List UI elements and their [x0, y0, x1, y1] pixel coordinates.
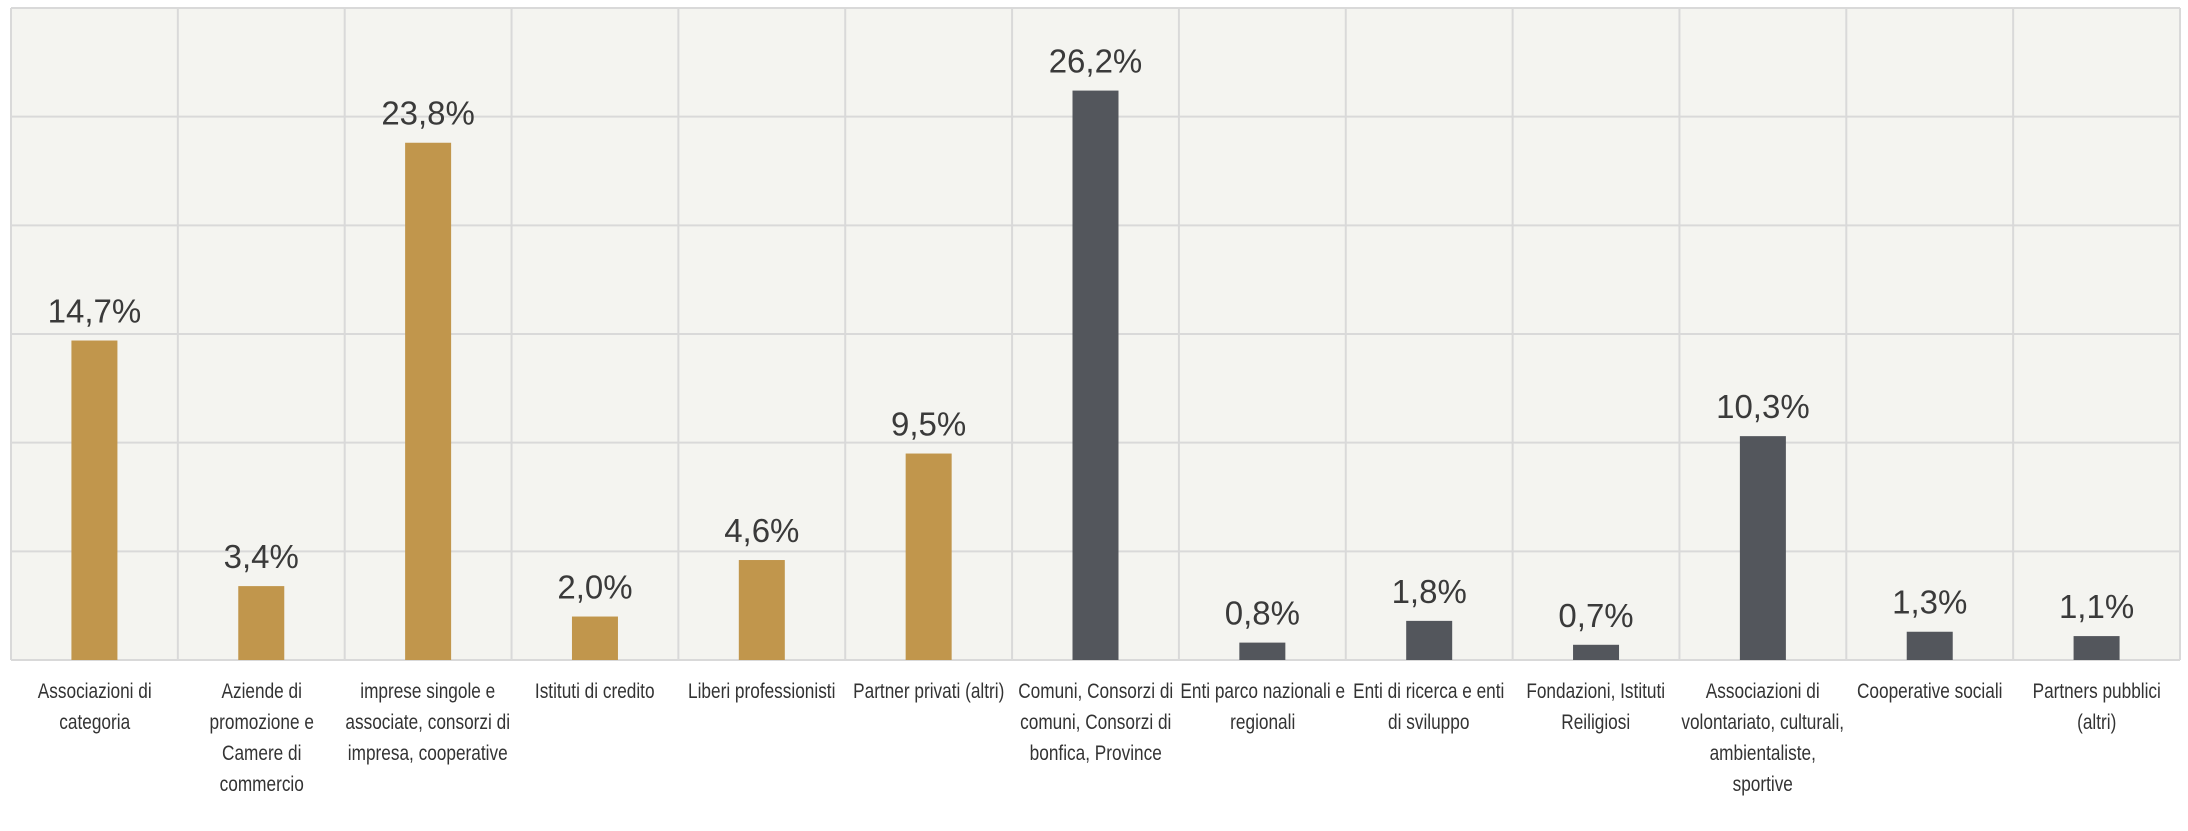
value-label: 2,0% [557, 569, 632, 606]
x-tick-label: Associazioni di categoria [37, 680, 152, 734]
bar [905, 453, 952, 660]
x-tick-label: Associazioni di volontariato, culturali,… [1681, 680, 1845, 796]
value-label: 3,4% [224, 538, 299, 575]
x-tick-label: Comuni, Consorzi di comuni, Consorzi di … [1017, 680, 1173, 765]
value-label: 4,6% [724, 512, 799, 549]
x-tick-label: Istituti di credito [535, 680, 655, 703]
value-label: 14,7% [48, 293, 142, 330]
bar [738, 560, 785, 660]
x-tick-label: Partners pubblici (altri) [2032, 680, 2161, 734]
value-label: 1,1% [2059, 588, 2134, 625]
x-tick-label: Enti di ricerca e enti di sviluppo [1353, 680, 1505, 734]
bar [405, 142, 452, 660]
bar [1573, 644, 1620, 660]
bar [71, 340, 118, 660]
x-tick-label: Enti parco nazionali e regionali [1180, 680, 1345, 734]
value-label: 9,5% [891, 406, 966, 443]
bar [1906, 631, 1953, 660]
x-tick-label: imprese singole e associate, consorzi di… [345, 680, 511, 765]
bar [571, 616, 618, 660]
value-label: 23,8% [381, 95, 475, 132]
value-label: 0,7% [1558, 597, 1633, 634]
x-tick-label: Aziende di promozione e Camere di commer… [209, 680, 314, 796]
bar [1406, 620, 1453, 660]
bar [1239, 642, 1286, 660]
bar [1739, 436, 1786, 660]
x-tick-label: Partner privati (altri) [853, 680, 1005, 703]
value-label: 1,8% [1392, 573, 1467, 610]
x-tick-label: Liberi professionisti [688, 680, 836, 703]
value-label: 1,3% [1892, 584, 1967, 621]
x-tick-label: Cooperative sociali [1856, 680, 2003, 703]
x-tick-label: Fondazioni, Istituti Reiligiosi [1526, 680, 1666, 734]
bar [2073, 636, 2120, 660]
value-label: 0,8% [1225, 595, 1300, 632]
bar [1072, 90, 1119, 660]
bar [238, 586, 285, 660]
value-label: 10,3% [1716, 388, 1810, 425]
value-label: 26,2% [1049, 43, 1143, 80]
